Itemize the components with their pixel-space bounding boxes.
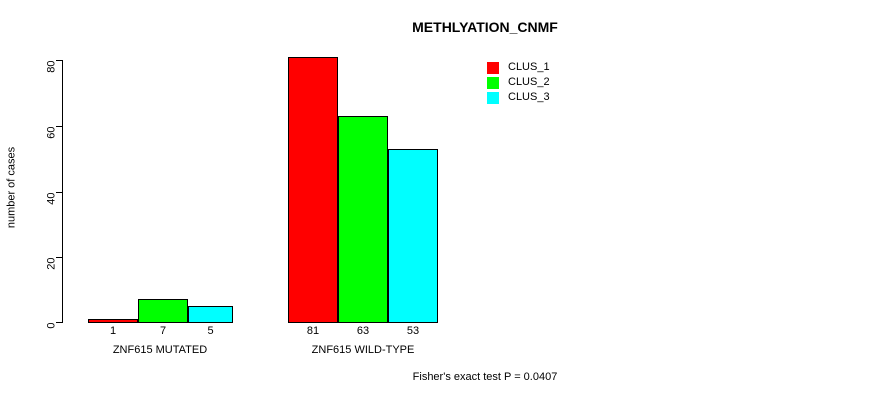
y-axis-title: number of cases	[5, 146, 18, 229]
page-title: METHLYATION_CNMF	[412, 19, 558, 35]
bar-wildtype-clus2[interactable]	[338, 116, 388, 323]
bar-mutated-clus3[interactable]	[188, 306, 233, 323]
y-axis-tick-80	[56, 60, 62, 61]
legend-item-clus3[interactable]: CLUS_3	[487, 90, 550, 105]
bar-value-mutated-clus1: 1	[109, 325, 117, 337]
bar-value-mutated-clus2: 7	[159, 325, 167, 337]
bar-value-wildtype-clus3: 53	[406, 325, 420, 337]
footer-annotation: Fisher's exact test P = 0.0407	[412, 371, 558, 383]
bar-value-wildtype-clus1: 81	[306, 325, 320, 337]
group-label-wildtype: ZNF615 WILD-TYPE	[311, 344, 415, 356]
bar-wildtype-clus1[interactable]	[288, 57, 338, 323]
y-axis-tick-20	[56, 257, 62, 258]
bar-value-wildtype-clus2: 63	[356, 325, 370, 337]
legend-label-clus1: CLUS_1	[508, 61, 550, 73]
y-axis-label-60: 60	[45, 126, 58, 139]
legend-swatch-icon-clus1	[487, 61, 499, 74]
bar-wildtype-clus3[interactable]	[388, 149, 438, 323]
y-axis-tick-60	[56, 126, 62, 127]
legend-label-clus2: CLUS_2	[508, 76, 550, 88]
legend: CLUS_1 CLUS_2 CLUS_3	[487, 60, 550, 105]
y-axis-tick-40	[56, 192, 62, 193]
legend-swatch-icon-clus2	[487, 76, 499, 89]
group-label-mutated: ZNF615 MUTATED	[112, 344, 208, 356]
bar-value-mutated-clus3: 5	[207, 325, 214, 337]
legend-swatch-icon-clus3	[487, 91, 499, 104]
y-axis-line	[62, 60, 63, 323]
legend-label-clus3: CLUS_3	[508, 91, 550, 103]
y-axis-label-0: 0	[45, 322, 58, 329]
y-axis-label-80: 80	[45, 60, 58, 73]
bar-mutated-clus1[interactable]	[88, 319, 138, 323]
bar-mutated-clus2[interactable]	[138, 299, 188, 323]
y-axis-label-20: 20	[45, 257, 58, 270]
y-axis-tick-0	[56, 322, 62, 323]
legend-item-clus2[interactable]: CLUS_2	[487, 75, 550, 90]
y-axis-label-40: 40	[45, 192, 58, 205]
legend-item-clus1[interactable]: CLUS_1	[487, 60, 550, 75]
